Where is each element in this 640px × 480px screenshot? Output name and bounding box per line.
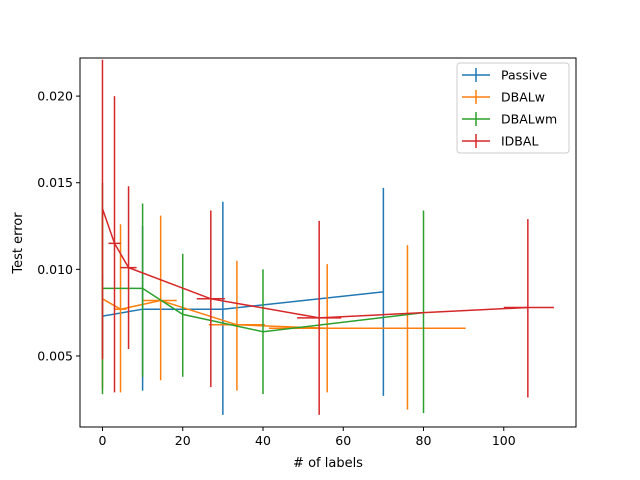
y-tick-label: 0.010	[37, 262, 73, 277]
legend-box	[456, 62, 570, 154]
x-tick-label: 60	[335, 433, 351, 448]
legend-label-dbalwm: DBALwm	[501, 112, 557, 127]
legend-label-idbal: IDBAL	[501, 134, 538, 149]
legend-item-dbalwm: DBALwm	[462, 112, 557, 127]
legend: Passive DBALw DBALwm IDBAL	[456, 62, 570, 154]
legend-item-passive: Passive	[462, 68, 548, 83]
series-idbal	[101, 59, 554, 415]
y-axis-label: Test error	[11, 212, 26, 275]
legend-label-passive: Passive	[501, 68, 548, 83]
series-dbalwm	[101, 182, 425, 414]
x-tick-label: 0	[98, 433, 106, 448]
y-axis: 0.005 0.010 0.015 0.020	[37, 89, 80, 363]
series-passive	[101, 187, 385, 415]
y-tick-label: 0.015	[37, 175, 73, 190]
x-axis-label: # of labels	[293, 456, 363, 471]
y-tick-label: 0.005	[37, 348, 73, 363]
x-axis: 0 20 40 60 80 100	[98, 427, 516, 448]
legend-label-dbalw: DBALw	[501, 90, 545, 105]
legend-item-idbal: IDBAL	[462, 134, 538, 149]
x-tick-label: 100	[492, 433, 516, 448]
x-tick-label: 40	[255, 433, 271, 448]
x-tick-label: 80	[416, 433, 432, 448]
dbalw-line	[102, 298, 408, 330]
axes-frame	[79, 57, 577, 428]
x-tick-label: 20	[175, 433, 191, 448]
idbal-line	[101, 208, 528, 319]
y-tick-label: 0.020	[37, 89, 73, 104]
legend-item-dbalw: DBALw	[462, 90, 545, 105]
plot-area	[101, 59, 554, 415]
